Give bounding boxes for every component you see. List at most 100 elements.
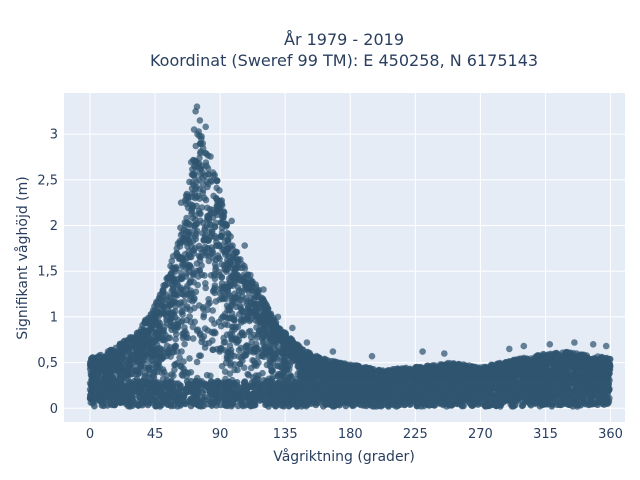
data-point — [192, 185, 199, 193]
data-point — [213, 177, 220, 184]
data-point — [148, 324, 155, 331]
data-point — [205, 296, 212, 303]
data-point — [197, 245, 204, 253]
data-point — [168, 371, 175, 378]
data-point — [186, 355, 193, 362]
data-point — [201, 194, 208, 202]
data-point — [172, 335, 179, 343]
data-point — [183, 214, 190, 222]
data-point — [184, 204, 192, 212]
data-point — [114, 354, 121, 362]
data-point — [240, 271, 247, 279]
data-point — [198, 133, 205, 140]
data-point — [559, 365, 566, 372]
data-point — [194, 163, 202, 171]
data-point — [245, 289, 253, 297]
data-point — [214, 199, 221, 207]
data-point — [174, 281, 182, 289]
data-point — [228, 351, 235, 359]
data-point — [276, 336, 284, 343]
data-point — [224, 260, 232, 267]
data-point — [189, 323, 197, 331]
data-point — [378, 369, 386, 377]
data-point — [216, 348, 223, 355]
data-point — [247, 271, 254, 279]
data-point — [208, 227, 216, 235]
data-point — [238, 329, 245, 337]
data-point — [207, 177, 215, 184]
data-point — [160, 326, 168, 334]
data-point — [201, 226, 208, 233]
data-points — [86, 103, 614, 410]
data-point — [194, 281, 201, 289]
data-point — [183, 334, 190, 341]
data-point — [281, 372, 289, 380]
data-point — [124, 365, 132, 373]
data-point — [212, 298, 220, 305]
data-point — [583, 369, 591, 377]
data-point — [227, 233, 234, 240]
data-point — [448, 368, 456, 376]
data-point — [524, 355, 531, 363]
data-point — [224, 266, 231, 274]
data-point — [211, 320, 218, 327]
data-point — [160, 282, 167, 289]
data-point — [229, 331, 236, 339]
data-point — [141, 337, 149, 345]
data-point — [221, 321, 229, 328]
data-point — [196, 154, 203, 162]
data-point — [253, 334, 261, 341]
data-point — [177, 299, 184, 306]
data-point — [147, 314, 154, 321]
data-point — [488, 362, 495, 370]
data-point — [198, 338, 205, 346]
data-point — [218, 315, 225, 322]
data-point — [184, 198, 192, 206]
data-point — [197, 210, 204, 218]
data-point — [220, 211, 227, 219]
data-point — [229, 323, 236, 331]
data-point — [197, 352, 204, 360]
data-point — [158, 302, 166, 310]
data-point — [156, 291, 164, 299]
data-point — [151, 303, 158, 310]
data-point — [283, 349, 290, 356]
data-point — [196, 257, 204, 265]
data-point — [255, 286, 262, 294]
data-point — [212, 234, 219, 242]
data-point — [186, 279, 193, 287]
data-point — [187, 369, 195, 376]
data-point — [200, 333, 208, 340]
data-point — [234, 338, 242, 345]
data-point — [186, 178, 193, 186]
data-point — [167, 353, 174, 360]
data-point — [127, 357, 135, 364]
data-point — [245, 371, 252, 379]
data-point — [559, 357, 567, 365]
data-point — [266, 362, 274, 370]
chart-title-line-2: Koordinat (Sweref 99 TM): E 450258, N 61… — [150, 51, 538, 70]
data-point — [181, 340, 188, 348]
chart-title-line-1: År 1979 - 2019 — [284, 30, 404, 49]
data-point — [590, 359, 598, 366]
data-point — [296, 366, 303, 373]
data-point — [234, 366, 241, 374]
data-point — [596, 368, 604, 376]
data-point — [181, 324, 188, 331]
data-point — [207, 372, 214, 380]
data-point — [178, 348, 185, 355]
data-point — [212, 256, 220, 264]
data-point — [228, 273, 235, 281]
data-point — [209, 307, 216, 314]
data-point — [197, 148, 204, 155]
data-point — [154, 334, 161, 342]
data-point — [550, 359, 558, 367]
data-point — [168, 257, 176, 265]
data-point — [114, 348, 121, 356]
data-point — [221, 338, 229, 346]
data-point — [244, 316, 251, 323]
data-point — [229, 315, 237, 323]
data-point — [92, 354, 100, 362]
data-point — [260, 338, 267, 345]
